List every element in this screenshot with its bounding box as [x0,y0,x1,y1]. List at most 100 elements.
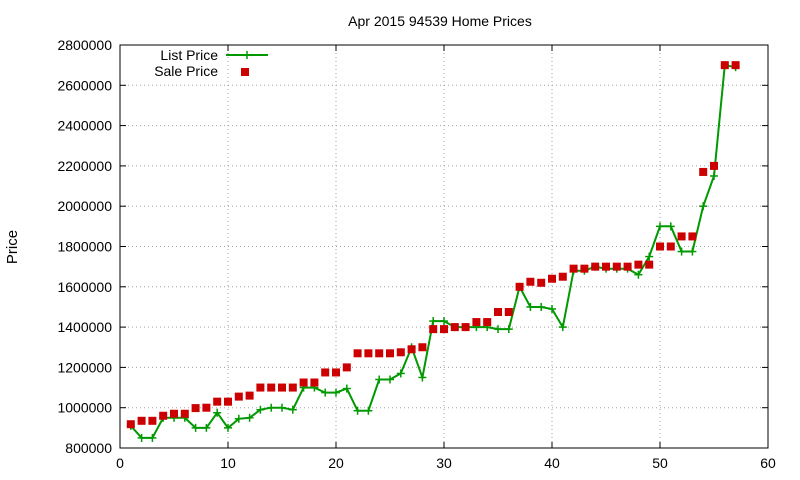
list-price-point [332,388,340,397]
sale-price-point [429,325,438,334]
legend-marker [243,51,251,59]
sale-price-point [353,349,362,358]
list-price-point [634,270,643,279]
sale-price-point [612,262,621,271]
sale-price-point [591,262,600,271]
sale-price-point [720,61,729,70]
list-price-point [234,414,243,423]
sale-price-point [180,409,189,418]
list-price-point [548,304,556,313]
sale-price-point [677,232,686,241]
legend-label-sale-price: Sale Price [154,63,218,79]
y-tick-label: 1200000 [57,359,112,375]
sale-price-point [148,416,157,425]
list-price-point [256,405,265,414]
series [126,61,740,442]
sale-price-point [710,161,718,170]
sale-price-point [245,391,254,400]
list-price-point [504,325,513,334]
sale-price-point [580,264,589,273]
legend-marker [241,68,249,76]
sale-price-point [526,277,535,286]
list-price-point [353,406,362,415]
grid [120,45,768,448]
sale-price-point [450,323,459,332]
sale-price-point [364,349,373,358]
list-price-point [278,403,286,412]
legend-swatch-sale-price [241,68,249,76]
sale-price-point [731,61,740,70]
list-price-point [666,222,675,231]
list-price-point [440,317,448,326]
sale-price-point [666,242,675,251]
legend: List Price Sale Price [154,47,268,79]
list-price-point [148,433,157,442]
sale-price-point [440,325,448,334]
list-price-point [699,202,708,211]
list-price-point [429,317,438,326]
sale-price-point [288,383,297,392]
sale-price-point [159,411,168,420]
list-price-point [677,247,686,256]
list-price-point [526,302,535,311]
list-price-point [558,323,567,332]
list-price-point [267,403,276,412]
x-tick-label: 40 [544,455,560,471]
sale-price-point [699,167,708,176]
list-price-point [645,252,654,261]
sale-price-point [256,383,265,392]
sale-price-point [191,404,200,413]
list-price-point [137,433,146,442]
plot-frame [119,44,769,449]
sale-price-point [558,272,567,281]
sale-price-point [494,307,502,316]
sale-price-point [537,278,546,287]
sale-price-point [461,323,470,332]
sale-price-point [267,383,276,392]
sale-price-point [623,262,632,271]
list-price-point [288,405,297,414]
sale-price-point [504,307,513,316]
y-tick-label: 800000 [65,440,112,456]
list-price-point [656,222,664,231]
sale-price-point [386,349,394,358]
sale-price-point [375,349,384,358]
list-price-point [375,375,384,384]
sale-price-point [170,409,178,418]
sale-price-point [634,260,643,269]
list-price-point [386,375,394,384]
y-tick-label: 2600000 [57,77,112,93]
x-tick-label: 10 [220,455,236,471]
sale-price-point [321,368,330,377]
sale-price-point [472,318,481,327]
sale-price-point [202,403,211,412]
sale-price-point [548,274,556,283]
sale-price-point [688,232,697,241]
y-tick-label: 2200000 [57,158,112,174]
sale-price-point [213,397,222,406]
sale-price-point [645,260,654,269]
list-price-line [130,64,736,439]
list-price-point [364,406,373,415]
sale-price-point [407,345,416,354]
y-tick-label: 2400000 [57,118,112,134]
y-tick-label: 1800000 [57,239,112,255]
y-tick-label: 2000000 [57,198,112,214]
sale-price-point [656,242,664,251]
list-price-point [321,388,330,397]
list-price-point [494,325,502,334]
list-price-point [202,423,211,432]
y-tick-label: 1400000 [57,319,112,335]
sale-price-point [342,363,351,372]
list-price-point [245,413,254,422]
sale-price-point [483,318,492,327]
list-price-point [710,171,718,180]
sale-price-point [396,348,405,357]
list-price-point [213,408,222,417]
x-tick-label: 30 [436,455,452,471]
sale-price-point [515,282,524,291]
list-price-point [191,423,200,432]
list-price-point [688,247,697,256]
list-price-point [396,369,405,378]
